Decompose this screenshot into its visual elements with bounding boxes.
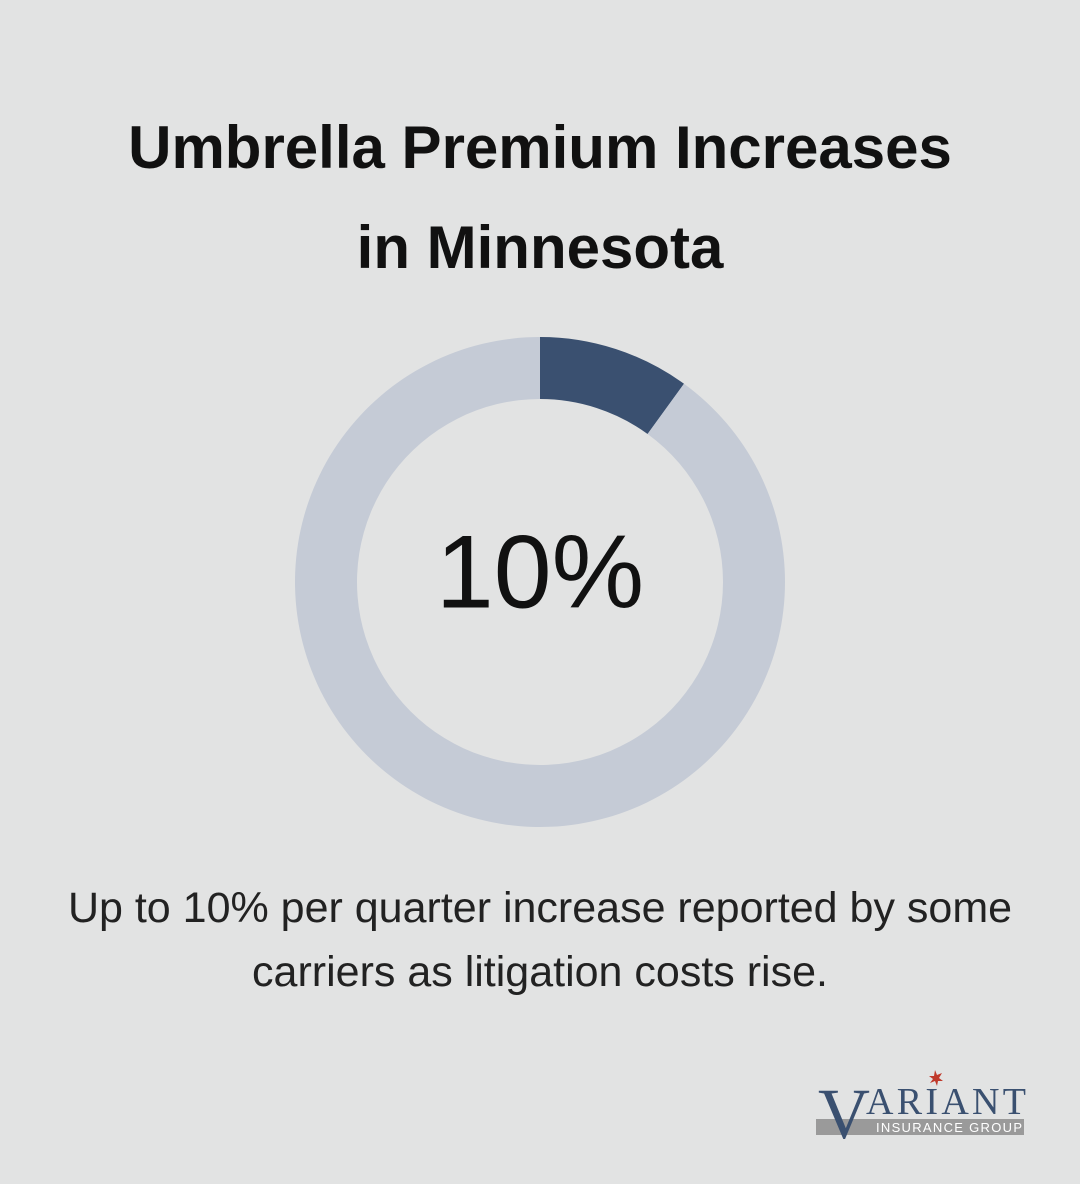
logo-star: [929, 1070, 943, 1086]
logo: V ARIANT INSURANCE GROUP: [816, 1070, 1026, 1154]
donut: [294, 337, 785, 828]
donut-segment: [540, 337, 685, 434]
logo-tagline: INSURANCE GROUP: [876, 1120, 1022, 1135]
caption: Up to 10% per quarter increase reported …: [67, 884, 1013, 996]
chart-title: Umbrella Premium Increases in Minnesota: [128, 114, 952, 281]
logo-name: ARIANT: [866, 1081, 1026, 1123]
center-label: 10%: [436, 514, 644, 630]
logo-initial: V: [818, 1074, 870, 1154]
logo-bar: [816, 1119, 1024, 1135]
